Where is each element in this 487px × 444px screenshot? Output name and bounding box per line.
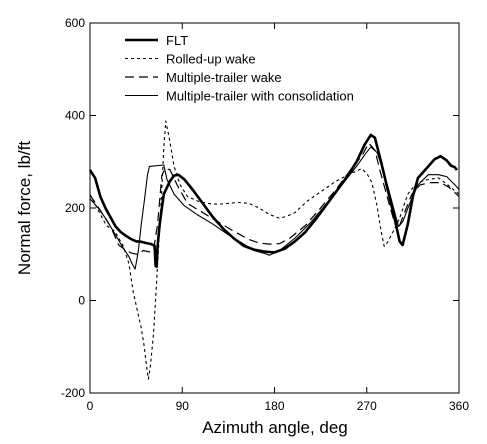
y-tick-label: 0	[78, 294, 85, 308]
legend-label-3: Multiple-trailer wake	[166, 70, 282, 85]
x-tick-label: 360	[449, 399, 469, 413]
legend-label-1: FLT	[166, 33, 188, 48]
series-line-4	[89, 146, 460, 270]
x-tick-label: 0	[87, 399, 94, 413]
x-tick-label: 180	[264, 399, 284, 413]
x-tick-label: 90	[176, 399, 190, 413]
legend: FLT Rolled-up wake Multiple-trailer wake Mu…	[125, 33, 354, 104]
series-line-1	[88, 133, 458, 268]
y-tick-label: 400	[65, 109, 85, 123]
x-tick-label: 270	[357, 399, 377, 413]
y-tick-label: 600	[65, 16, 85, 30]
x-axis-title: Azimuth angle, deg	[202, 418, 348, 437]
series-line-2	[89, 120, 460, 380]
series-line-3	[89, 142, 460, 255]
y-axis-title: Normal force, lb/ft	[15, 141, 34, 275]
legend-label-4: Multiple-trailer with consolidation	[166, 89, 354, 104]
y-tick-label: -200	[61, 386, 85, 400]
series-layer	[88, 120, 460, 380]
y-tick-label: 200	[65, 201, 85, 215]
legend-label-2: Rolled-up wake	[166, 52, 256, 67]
